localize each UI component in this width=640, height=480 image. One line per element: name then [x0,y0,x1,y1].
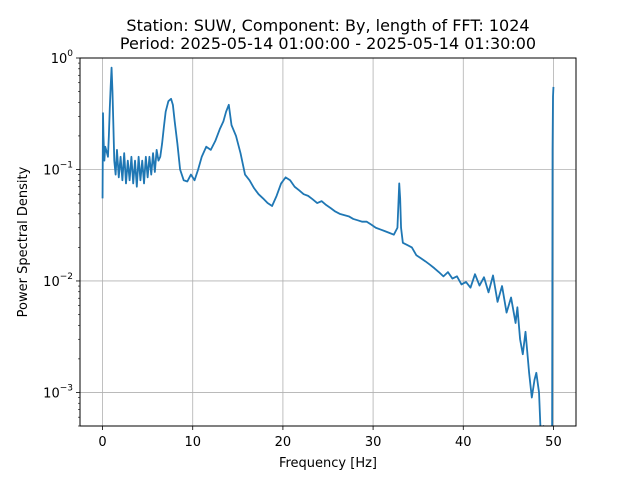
x-tick-label: 10 [184,435,201,450]
x-tick-label: 30 [365,435,382,450]
plot-area [101,66,555,426]
series-line-psd [101,66,555,426]
y-tick-label-exponent: 0 [67,49,73,59]
x-axis: 0 10 20 30 40 50 [98,426,562,450]
x-tick-label: 0 [98,435,106,450]
y-tick-label-exponent: −2 [60,272,73,282]
x-tick-label: 40 [455,435,472,450]
chart-title-line-2: Period: 2025-05-14 01:00:00 - 2025-05-14… [120,34,536,53]
y-tick-label-base: 10 [43,275,60,290]
y-axis-label: Power Spectral Density [16,166,31,317]
chart-title-line-1: Station: SUW, Component: By, length of F… [126,16,529,35]
y-tick-label-base: 10 [43,386,60,401]
plot-frame [79,57,577,427]
y-tick-label: 10−2 [43,272,73,290]
y-tick-label: 100 [51,49,74,67]
y-tick-label-base: 10 [43,163,60,178]
y-tick-label-base: 10 [51,52,68,67]
x-tick-label: 20 [275,435,292,450]
x-tick-label: 50 [545,435,562,450]
y-tick-label: 10−3 [43,383,73,401]
y-tick-label: 10−1 [43,160,73,178]
y-tick-label-exponent: −3 [60,383,73,393]
x-axis-label: Frequency [Hz] [279,456,377,471]
y-tick-label-exponent: −1 [60,160,73,170]
